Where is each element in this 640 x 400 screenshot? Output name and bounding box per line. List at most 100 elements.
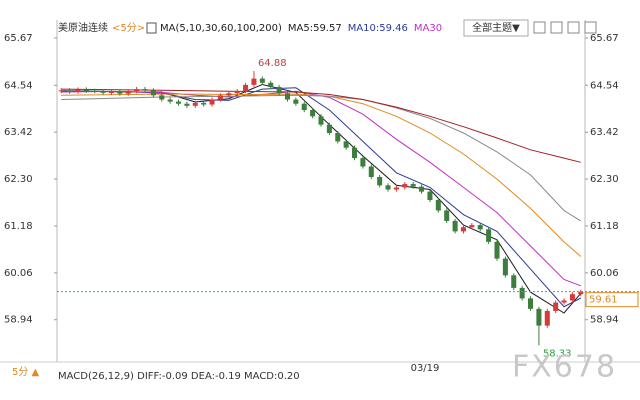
candle-body [176,101,182,104]
candle-body [569,294,575,301]
x-tick-label: 03/19 [411,363,440,374]
candle-body [343,141,349,148]
candle-body [519,287,525,299]
y-tick-label: 61.18 [4,221,33,232]
y-tick-label-right: 64.54 [590,80,619,91]
y-tick-label-right: 63.42 [590,127,619,138]
ma-line [61,90,581,287]
candle-body [134,89,140,92]
candle-body [452,220,458,232]
watermark: FX678 [512,350,617,385]
candle-body [259,78,265,83]
y-tick-label: 58.94 [4,315,33,326]
candle-body [293,99,299,104]
candle-body [159,95,165,100]
period-selector[interactable]: <5分> [112,22,145,34]
high-annotation: 64.88 [258,58,287,69]
candle-body [100,91,106,93]
ma-legend: MA5:59.57 [288,23,342,34]
candle-body [301,103,307,110]
low-annotation: 58.33 [543,348,572,359]
y-tick-label-right: 65.67 [590,33,619,44]
y-tick-label: 64.54 [4,80,33,91]
candle-body [377,176,383,186]
candle-body [125,91,131,94]
candle-body [58,90,64,92]
candle-body [402,184,408,188]
candle-body [217,95,223,100]
candle-body [368,166,374,177]
candle-body [486,229,492,242]
candle-body [335,133,341,142]
candle-body [234,91,240,94]
candle-body [511,275,517,288]
theme-button-box[interactable] [463,19,529,37]
candle-body [150,90,156,96]
y-tick-label: 63.42 [4,127,33,138]
candle-body [444,210,450,221]
candle-body [268,82,274,87]
icon[interactable] [584,21,597,34]
candle-body [226,93,232,96]
ma-line [61,94,582,222]
candle-body [494,241,500,259]
candle-body [142,89,148,91]
candle-body [92,90,98,92]
candle-body [427,191,433,200]
toolbar-icons [533,21,597,34]
y-tick-label-right: 62.30 [590,174,619,185]
candle-body [435,200,441,211]
candle-body [251,78,257,85]
candle-body [318,116,324,125]
candle-body [352,147,358,159]
candle-body [243,84,249,92]
bottom-period[interactable]: 5分 ▲ [12,366,40,378]
y-tick-label: 60.06 [4,268,33,279]
indicator-legend: MACD(26,12,9) DIFF:-0.09 DEA:-0.19 MACD:… [58,371,300,382]
candle-body [502,258,508,276]
ma-legend: MA30 [414,23,442,34]
candle-body [553,302,559,311]
ma-legend: MA(5,10,30,60,100,200) [160,23,282,34]
icon[interactable] [550,21,563,34]
icon[interactable] [567,21,580,34]
price-tag-box [585,292,639,308]
candle-body [310,110,316,117]
candle-body [410,184,416,187]
candle-body [192,102,198,106]
y-tick-label: 65.67 [4,33,33,44]
candle-body [536,308,542,326]
y-tick-label-right: 58.94 [590,315,619,326]
price-tag: 59.61 [589,295,618,306]
candle-body [360,158,366,167]
candle-body [276,86,282,94]
candle-body [201,102,207,105]
candle-body [385,185,391,190]
candle-body [326,124,332,134]
chart-title: 美原油连续 [58,21,108,34]
candle-body [578,291,584,295]
candle-body [477,225,483,230]
candle-body [393,187,399,190]
candle-body [75,89,81,92]
candle-body [67,90,73,92]
candle-body [117,92,123,94]
y-tick-label-right: 60.06 [590,268,619,279]
theme-button[interactable]: 全部主题▼ [472,21,520,34]
ma-icon[interactable] [146,22,157,34]
candle-body [528,298,534,309]
candle-body [108,92,114,93]
candle-body [167,99,173,102]
candle-body [419,186,425,192]
y-tick-label: 62.30 [4,174,33,185]
ma-line [61,88,581,163]
candle-body [284,93,290,100]
ma-line [61,87,582,308]
candle-body [184,103,190,106]
candle-body [460,227,466,232]
candle-body [544,310,550,326]
icon[interactable] [533,21,546,34]
candle-body [469,225,475,228]
